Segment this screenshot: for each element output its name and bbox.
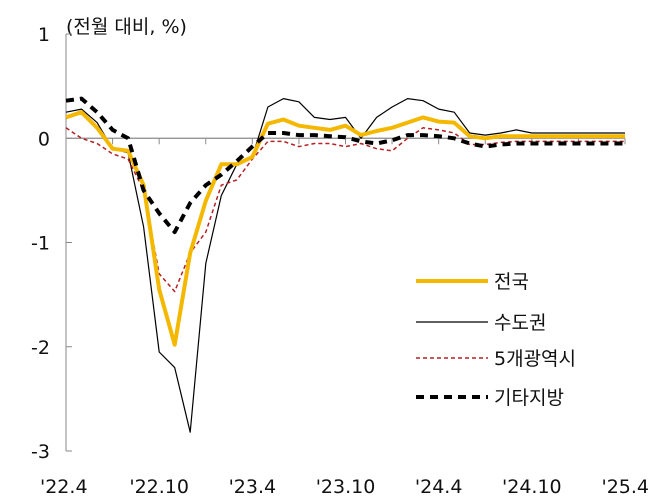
unit-label: (전월 대비, %) [66,16,187,38]
x-tick-label: '24.4 [415,476,463,498]
series-line-3 [65,96,625,235]
y-tick-label: -2 [31,337,50,359]
legend-label-2: 5개광역시 [494,348,576,370]
y-tick-label: 0 [38,128,50,150]
y-axis: 1 0 -1 -2 -3 [31,24,72,463]
series-line-2 [65,127,625,293]
y-tick-label: 1 [38,24,50,46]
x-tick-label: '22.4 [40,476,88,498]
x-tick-label: '24.10 [502,476,562,498]
legend-label-3: 기타지방 [494,387,564,409]
y-tick-label: -3 [31,441,50,463]
series-line-1 [65,97,625,433]
legend-label-0: 전국 [494,271,529,293]
x-tick-label: '22.10 [129,476,189,498]
x-axis: '22.4 '22.10 '23.4 '23.10 '24.4 '24.10 '25.4 [40,137,649,498]
y-tick-label: -1 [31,233,50,255]
series-line-0 [65,110,625,347]
x-tick-label: '23.4 [229,476,277,498]
x-tick-label: '23.10 [316,476,376,498]
series-layer [65,96,625,433]
x-tick-label: '25.4 [601,476,649,498]
legend-label-1: 수도권 [494,312,546,334]
